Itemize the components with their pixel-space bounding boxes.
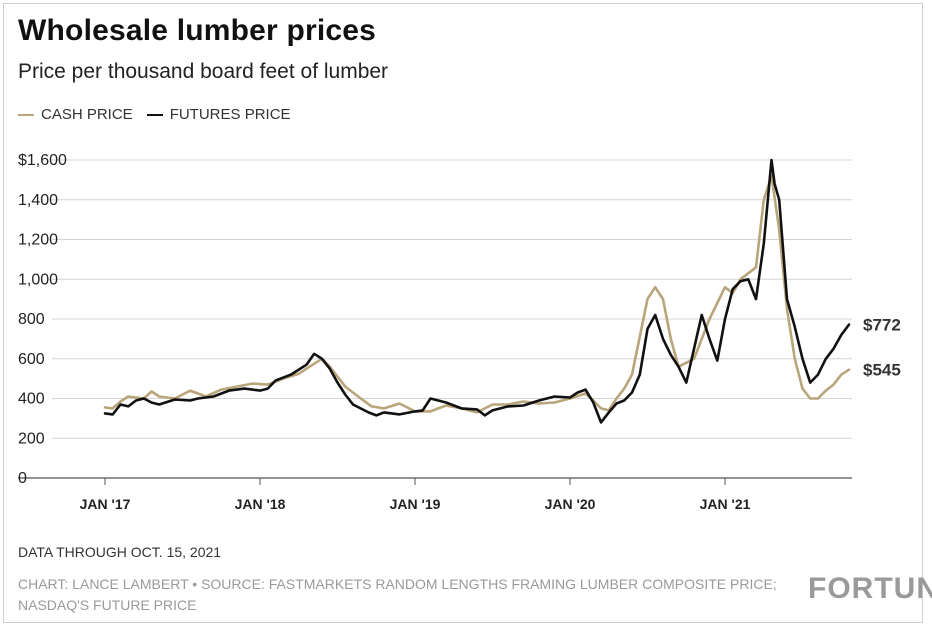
futures-price-line bbox=[103, 158, 851, 424]
legend-swatch-cash bbox=[18, 113, 34, 116]
chart-title: Wholesale lumber prices bbox=[18, 14, 377, 47]
legend-swatch-futures bbox=[146, 113, 163, 116]
y-tick-label: 200 bbox=[18, 430, 45, 447]
x-tick-label: JAN '18 bbox=[235, 496, 286, 512]
x-tick-label: JAN '20 bbox=[545, 496, 596, 512]
y-tick-label: 1,400 bbox=[18, 192, 58, 209]
chart-frame bbox=[3, 3, 923, 623]
x-tick-label: JAN '21 bbox=[700, 496, 751, 512]
chart-subtitle: Price per thousand board feet of lumber bbox=[18, 60, 389, 83]
futures-end-label: $772 bbox=[863, 316, 901, 335]
x-tick-label: JAN '19 bbox=[390, 496, 441, 512]
y-tick-label: 0 bbox=[18, 470, 27, 487]
cash-end-label: $545 bbox=[863, 361, 901, 380]
legend-label-futures: FUTURES PRICE bbox=[169, 106, 291, 123]
data-through-note: DATA THROUGH OCT. 15, 2021 bbox=[18, 544, 222, 560]
y-tick-label: 1,200 bbox=[18, 232, 58, 249]
y-tick-label: 600 bbox=[18, 351, 45, 368]
legend-item-futures: FUTURES PRICE bbox=[146, 106, 291, 123]
chart-credit: CHART: LANCE LAMBERT • SOURCE: FASTMARKE… bbox=[18, 576, 777, 613]
y-tick-label: $1,600 bbox=[18, 152, 67, 169]
y-tick-label: 800 bbox=[18, 311, 45, 328]
fortune-logo: FORTUNE bbox=[808, 572, 932, 605]
legend-label-cash: CASH PRICE bbox=[41, 106, 133, 123]
legend-item-cash: CASH PRICE bbox=[18, 106, 133, 123]
x-tick-label: JAN '17 bbox=[80, 496, 131, 512]
y-tick-label: 1,000 bbox=[18, 271, 58, 288]
chart-legend: CASH PRICE FUTURES PRICE bbox=[18, 106, 305, 123]
y-tick-label: 400 bbox=[18, 391, 45, 408]
cash-price-line bbox=[103, 174, 851, 414]
